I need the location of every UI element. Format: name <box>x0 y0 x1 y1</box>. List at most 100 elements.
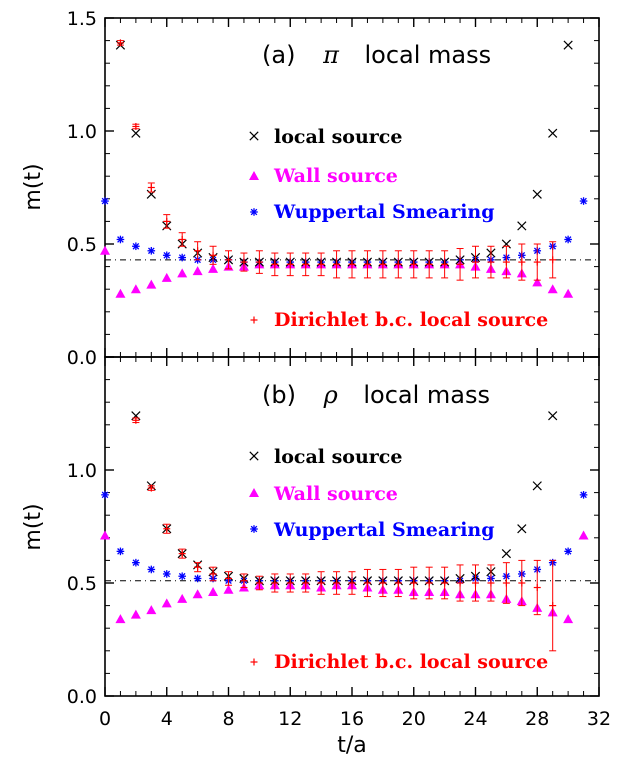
wall-point <box>192 589 203 599</box>
dirichlet-point <box>255 258 263 266</box>
panel-b-legend-local-marker <box>249 451 259 461</box>
wall-point <box>115 614 126 624</box>
wuppertal-point <box>147 246 156 255</box>
dirichlet-point <box>533 258 541 266</box>
local-point <box>563 40 573 50</box>
panel-a-marks <box>100 39 588 298</box>
dirichlet-point <box>240 258 248 266</box>
x-tick-label: 24 <box>463 708 487 730</box>
panel-b-legend-dirichlet: Dirichlet b.c. local source <box>274 651 548 673</box>
dirichlet-point <box>472 258 479 266</box>
panel-a-ticks: 0.0 0.5 1.0 1.5 <box>67 8 600 369</box>
panel-a-frame <box>104 17 600 358</box>
panel-b-legend-wall-marker <box>249 488 259 497</box>
wuppertal-point <box>116 547 125 556</box>
dirichlet-point <box>194 247 202 255</box>
y-tick-label: 1.0 <box>67 460 97 482</box>
panel-a-ylabel: m(t) <box>21 163 46 210</box>
wuppertal-point <box>132 242 140 251</box>
x-tick-label: 16 <box>340 708 364 730</box>
y-tick-label: 0.5 <box>67 573 97 595</box>
dirichlet-point <box>518 579 526 587</box>
dirichlet-point <box>116 39 124 47</box>
dirichlet-point <box>333 260 341 268</box>
y-tick-label: 1.5 <box>67 8 97 30</box>
local-point <box>517 524 527 534</box>
panel-b-legend: local source Wall source Wuppertal Smear… <box>249 446 548 673</box>
dirichlet-point <box>178 550 186 558</box>
dirichlet-point <box>132 122 140 130</box>
local-point <box>131 128 141 138</box>
panel-a-legend-wall-marker <box>249 171 259 180</box>
panel-a-title-prefix: (a) <box>262 41 295 69</box>
dirichlet-point <box>363 579 371 587</box>
panel-a-legend-wuppertal-marker <box>250 208 258 216</box>
dirichlet-point <box>363 260 371 268</box>
dirichlet-point <box>194 563 202 571</box>
wuppertal-point <box>178 572 186 581</box>
x-tick-label: 4 <box>161 708 173 730</box>
local-point <box>532 189 542 199</box>
x-axis-label: t/a <box>337 733 367 758</box>
dirichlet-point <box>147 184 155 191</box>
local-point <box>517 221 527 231</box>
dirichlet-point <box>379 579 387 587</box>
x-tick-label: 12 <box>278 708 302 730</box>
wall-point <box>547 284 558 294</box>
wall-point <box>192 266 203 276</box>
panel-a-title-symbol: π <box>322 41 340 69</box>
dirichlet-point <box>255 579 263 587</box>
panel-b-title-suffix: local mass <box>363 381 490 409</box>
wall-point <box>563 614 574 624</box>
dirichlet-point <box>302 579 310 587</box>
wall-point <box>115 288 126 298</box>
x-tick-label: 0 <box>99 708 111 730</box>
local-point <box>146 189 156 199</box>
panel-a-legend-local-marker <box>249 131 259 141</box>
dirichlet-point <box>425 579 433 587</box>
dirichlet-point <box>147 484 155 492</box>
dirichlet-point <box>209 570 217 578</box>
legend-wuppertal-symbol <box>250 525 258 533</box>
wuppertal-point <box>147 565 156 574</box>
panel-a-legend-wall: Wall source <box>273 165 398 187</box>
dirichlet-point <box>549 602 557 610</box>
dirichlet-point <box>209 251 217 259</box>
legend-wall-symbol <box>249 488 259 497</box>
dirichlet-point <box>487 258 495 266</box>
x-tick-label: 28 <box>525 708 549 730</box>
panel-b-legend-dirichlet-marker <box>250 658 258 666</box>
panel-b-legend-wall: Wall source <box>273 483 398 505</box>
dirichlet-point <box>441 260 449 268</box>
y-tick-label: 1.0 <box>67 121 97 143</box>
wall-point <box>208 587 219 597</box>
dirichlet-point <box>533 584 541 592</box>
wuppertal-point <box>101 197 109 205</box>
dirichlet-point <box>456 579 464 587</box>
dirichlet-point <box>549 256 557 264</box>
panel-a-legend-local: local source <box>274 126 402 148</box>
dirichlet-point <box>379 260 387 268</box>
wall-point <box>177 593 188 603</box>
dirichlet-point <box>240 577 248 585</box>
wuppertal-point <box>162 251 171 260</box>
wuppertal-point <box>193 574 202 583</box>
panel-a-legend-dirichlet-marker <box>250 316 258 324</box>
dirichlet-point <box>502 579 510 587</box>
x-tick-label: 32 <box>587 708 611 730</box>
legend-wall-symbol <box>249 171 259 180</box>
wuppertal-point <box>564 235 572 244</box>
wall-point <box>146 279 157 289</box>
panel-b-title: (b) ρ local mass <box>262 381 490 409</box>
dirichlet-point <box>518 258 526 266</box>
dirichlet-point <box>286 260 294 268</box>
dirichlet-point <box>487 579 495 587</box>
panel-a-legend-dirichlet: Dirichlet b.c. local source <box>274 309 548 331</box>
panel-a-title-suffix: local mass <box>365 41 492 69</box>
wall-point <box>146 605 157 615</box>
dirichlet-point <box>456 260 464 268</box>
panel-a-title: (a) π local mass <box>262 41 491 69</box>
panel-b-title-prefix: (b) <box>262 381 296 409</box>
wuppertal-point <box>579 491 588 499</box>
wuppertal-point <box>101 491 109 499</box>
